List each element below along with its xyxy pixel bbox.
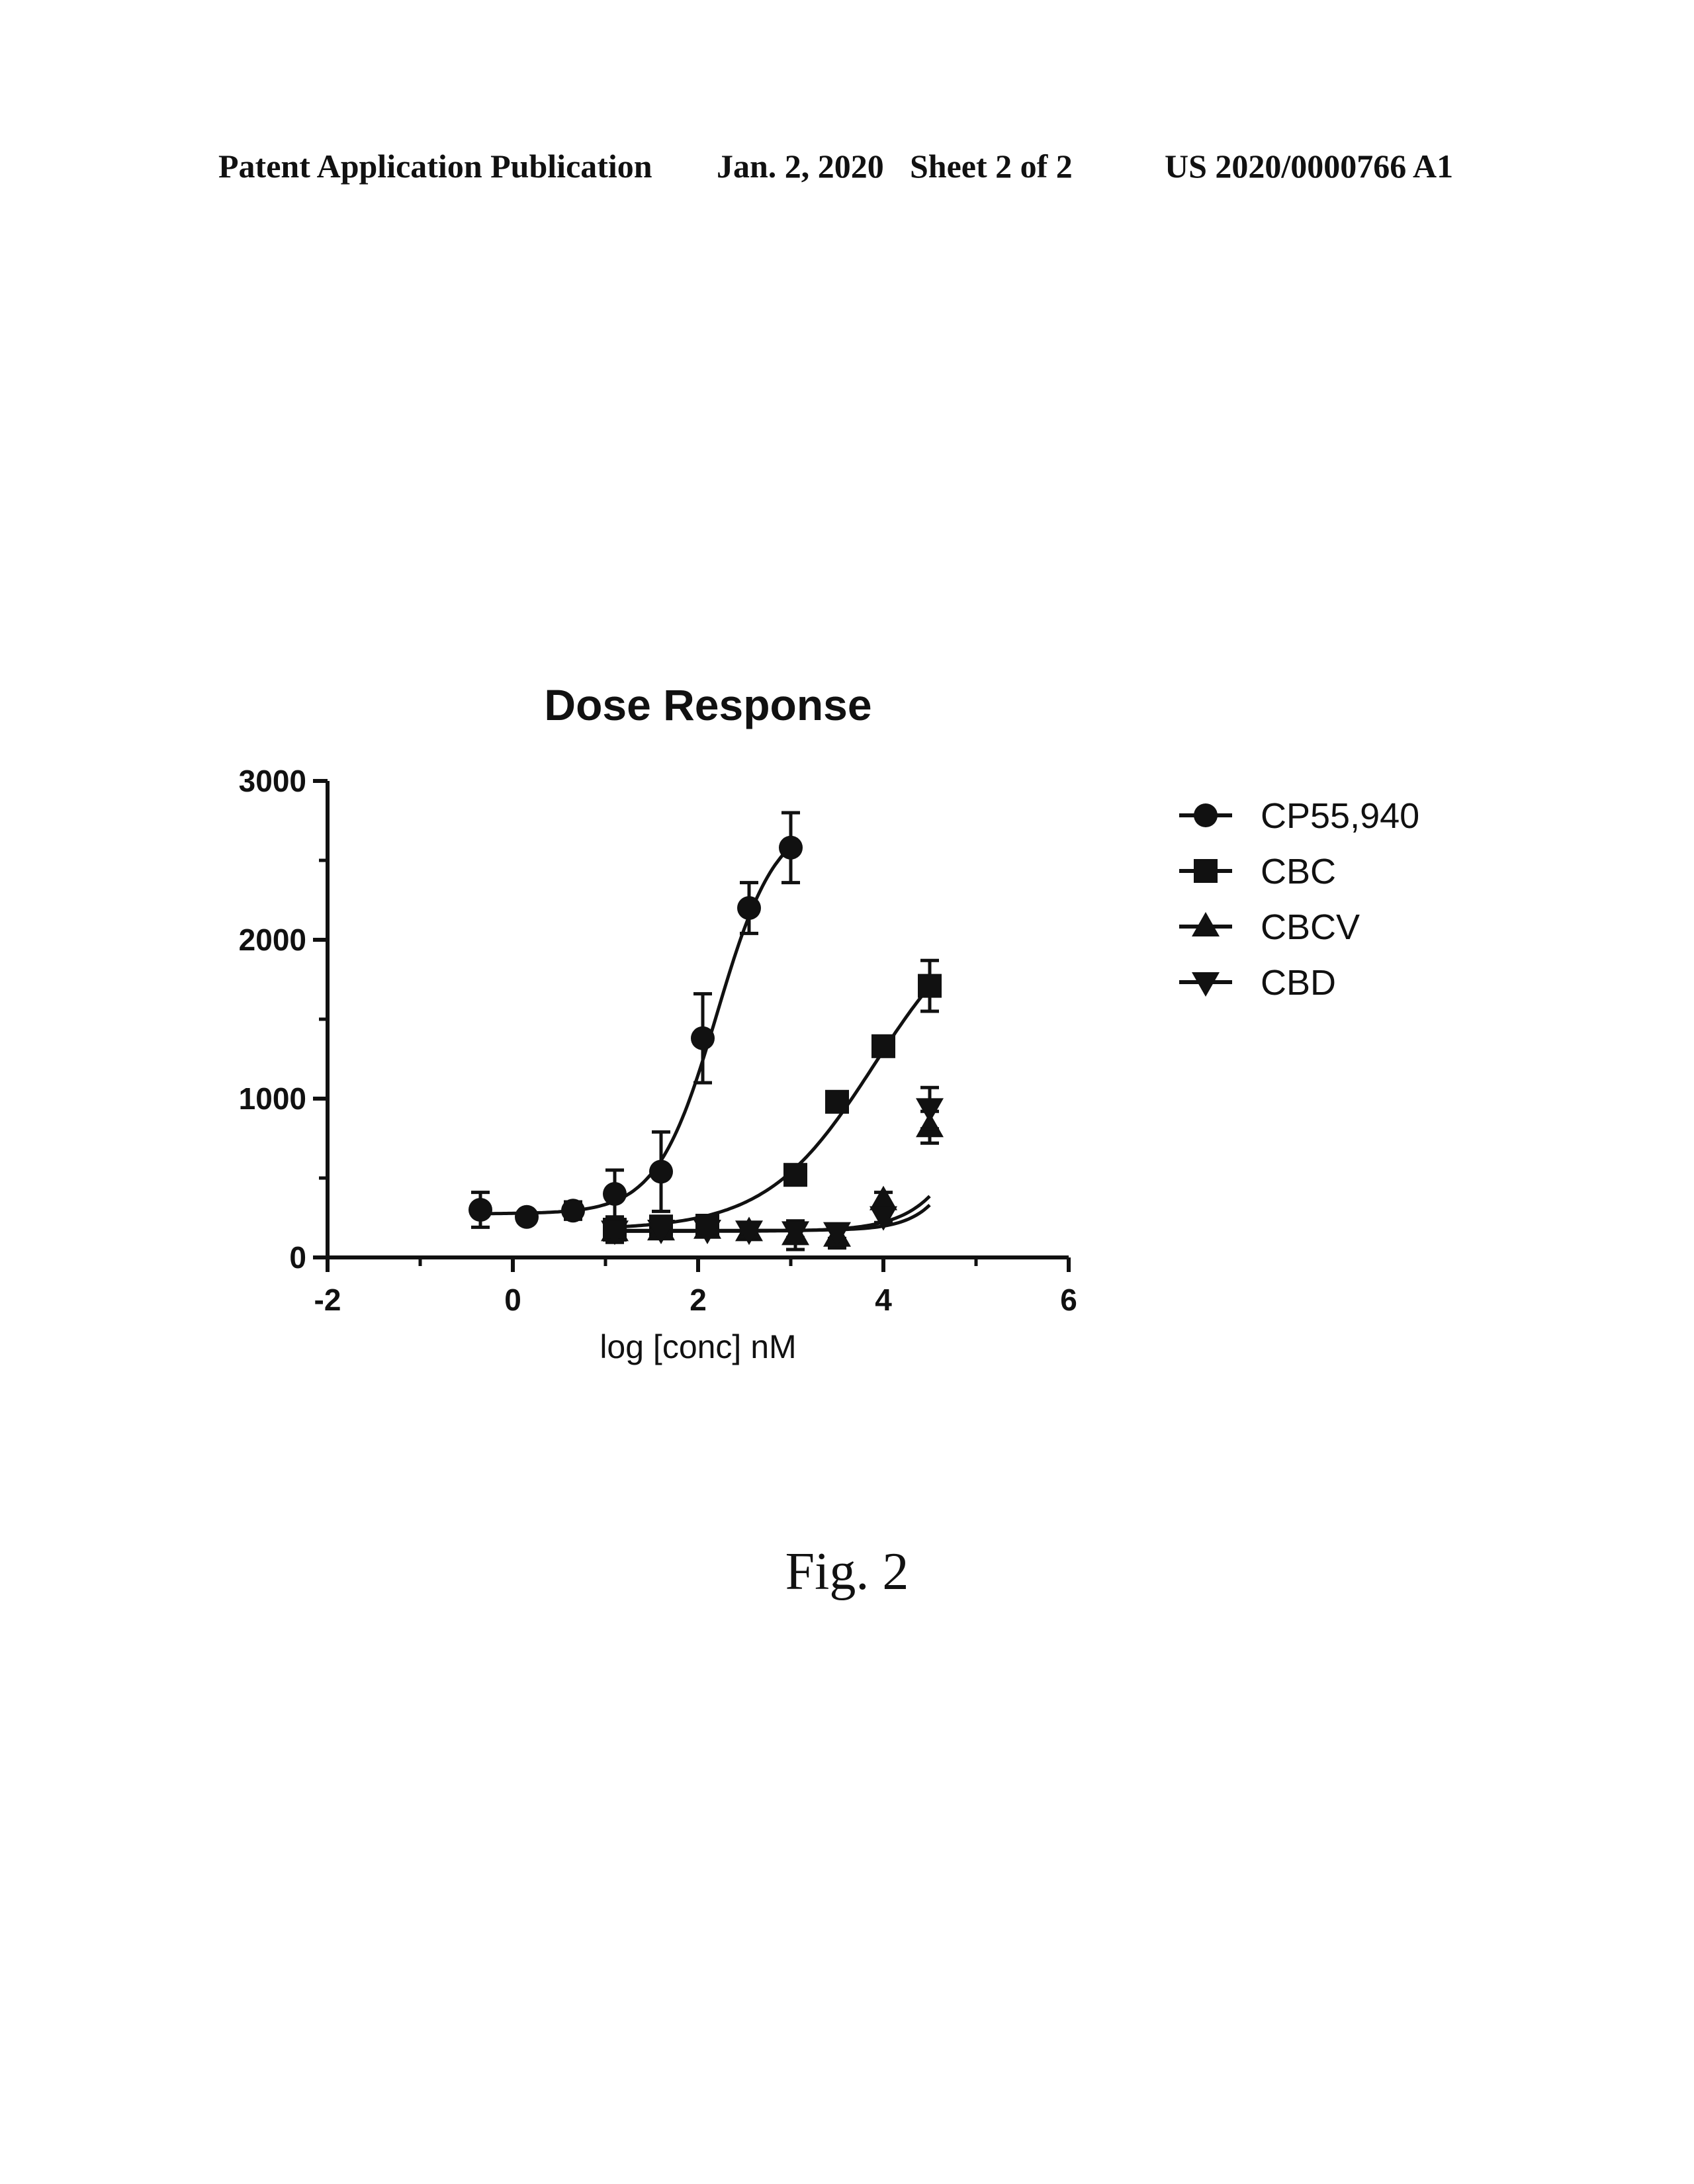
series-cp55-940 (468, 811, 803, 1229)
data-point (691, 1026, 715, 1050)
x-tick-label: 4 (875, 1283, 892, 1317)
data-point (823, 1222, 851, 1247)
data-point (783, 1163, 807, 1187)
patent-number: US 2020/0000766 A1 (1165, 148, 1454, 185)
x-tick-label: -2 (314, 1283, 341, 1317)
y-tick-label: 0 (289, 1240, 306, 1275)
publication-label: Patent Application Publication (218, 148, 652, 185)
data-point (693, 1220, 721, 1244)
legend-marker (1194, 803, 1218, 827)
data-point (869, 1185, 897, 1210)
data-point (603, 1182, 627, 1206)
data-point (869, 1206, 897, 1231)
data-point (779, 835, 803, 860)
x-tick-label: 0 (504, 1283, 521, 1317)
data-point (735, 1220, 763, 1246)
publication-date: Jan. 2, 2020 (717, 148, 884, 185)
data-point (515, 1205, 539, 1229)
data-point (468, 1198, 492, 1222)
data-point (825, 1089, 849, 1114)
series-layer (468, 811, 944, 1251)
legend-entry: CBD (1179, 963, 1336, 1003)
legend: CP55,940 CBC CBCV CBD (1179, 796, 1419, 1003)
data-point (781, 1221, 809, 1246)
legend-label: CBD (1261, 963, 1336, 1003)
legend-marker (1192, 972, 1220, 997)
page-header: Patent Application Publication Jan. 2, 2… (0, 147, 1694, 187)
data-point (918, 974, 942, 998)
data-point (871, 1034, 895, 1058)
x-tick-label: 2 (690, 1283, 707, 1317)
legend-marker (1194, 859, 1218, 883)
legend-label: CP55,940 (1261, 796, 1419, 836)
x-tick-label: 6 (1060, 1283, 1077, 1317)
legend-label: CBCV (1261, 907, 1360, 947)
data-point (647, 1220, 675, 1244)
y-tick-label: 2000 (239, 923, 306, 957)
data-point (601, 1220, 629, 1246)
legend-entry: CP55,940 (1179, 796, 1419, 836)
legend-entry: CBC (1179, 852, 1336, 891)
legend-marker (1192, 912, 1220, 936)
y-tick-label: 1000 (239, 1081, 306, 1116)
legend-entry: CBCV (1179, 907, 1360, 947)
data-point (916, 1098, 944, 1123)
chart-title: Dose Response (544, 680, 871, 729)
data-point (737, 896, 761, 920)
series-cbd (601, 1085, 944, 1247)
data-point (561, 1199, 585, 1223)
legend-label: CBC (1261, 852, 1336, 891)
data-point (649, 1160, 673, 1184)
sheet-number: Sheet 2 of 2 (910, 148, 1073, 185)
y-tick-label: 3000 (239, 764, 306, 798)
figure-caption: Fig. 2 (785, 1543, 909, 1601)
x-axis-label: log [conc] nM (600, 1328, 796, 1365)
